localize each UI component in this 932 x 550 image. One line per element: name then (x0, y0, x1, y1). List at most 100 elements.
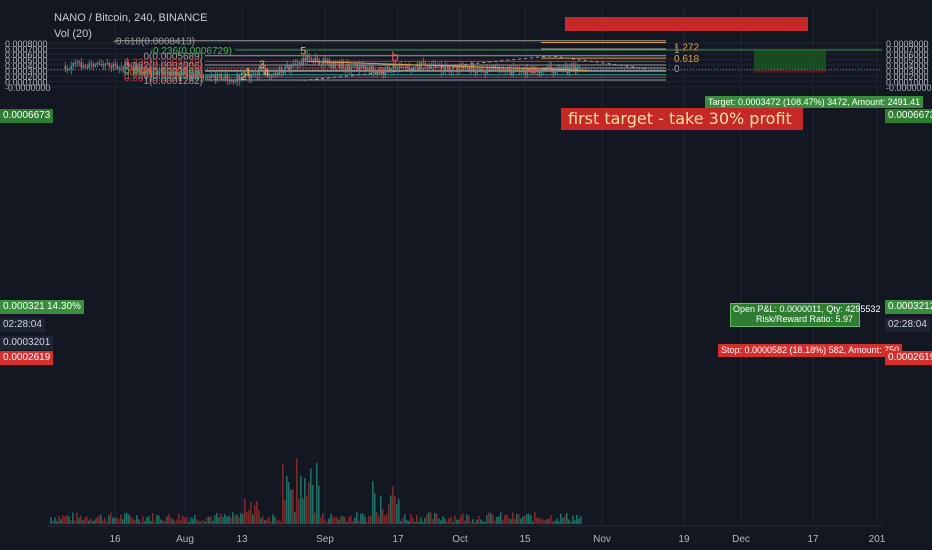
volume-bar (220, 513, 222, 524)
candle-body (166, 71, 169, 74)
candle-body (196, 74, 199, 79)
volume-bar (288, 482, 290, 524)
volume-bar (214, 515, 216, 524)
volume-bar (372, 481, 374, 524)
volume-bar (148, 516, 150, 524)
candle-body (264, 68, 267, 75)
volume-bar (196, 519, 198, 524)
candle-body (214, 75, 217, 80)
candle-body (156, 69, 159, 76)
volume-bar (334, 517, 336, 524)
candle-body (450, 69, 453, 72)
price-axis-label-left: 0.0001000 (5, 78, 48, 88)
candle-body (546, 67, 549, 70)
candle-body (182, 71, 185, 75)
symbol-title[interactable]: NANO / Bitcoin, 240, BINANCE (54, 12, 208, 24)
price-axis-label-left: 0.0008000 (5, 39, 48, 49)
volume-bar (250, 502, 252, 524)
volume-bar (178, 514, 180, 524)
position-profit-zone[interactable] (754, 50, 826, 70)
volume-bar (226, 516, 228, 524)
candle-body (364, 65, 367, 70)
candle-body (194, 72, 197, 79)
candle-body (184, 71, 187, 73)
candle-body (558, 67, 561, 69)
volume-bar (382, 508, 384, 524)
volume-bar (188, 521, 190, 524)
first-target-annotation[interactable] (561, 108, 803, 130)
candle-body (148, 69, 151, 72)
volume-bar (184, 517, 186, 524)
volume-bar (198, 521, 200, 524)
candle-body (538, 70, 541, 74)
volume-bar (152, 513, 154, 524)
volume-bar (104, 517, 106, 524)
candle-body (146, 69, 149, 74)
candle-body (122, 67, 125, 70)
candle-body (578, 66, 581, 68)
candle-body (312, 59, 315, 62)
candle-body (504, 69, 507, 71)
volume-indicator-label[interactable]: Vol (20) (54, 28, 92, 40)
volume-bar (560, 513, 562, 524)
volume-bar (360, 513, 362, 524)
volume-bar (540, 518, 542, 524)
candle-body (400, 65, 403, 68)
volume-bar (302, 498, 304, 524)
position-loss-zone[interactable] (754, 69, 826, 73)
volume-bar (564, 515, 566, 524)
volume-bar (166, 516, 168, 524)
drawing-tools[interactable] (303, 55, 648, 81)
volume-bar (98, 515, 100, 524)
volume-bar (100, 514, 102, 524)
candle-body (366, 67, 369, 70)
candle-body (252, 74, 255, 76)
volume-bar (324, 519, 326, 524)
volume-bar (122, 519, 124, 524)
volume-bar (76, 512, 78, 524)
volume-bar (94, 519, 96, 524)
volume-bar (404, 514, 406, 524)
volume-bar (202, 520, 204, 524)
fib-level-label: 0.65(0.0002825) (130, 67, 203, 78)
volume-bar (118, 519, 120, 524)
candle-body (198, 71, 201, 75)
volume-bar (56, 521, 58, 524)
volume-bar (54, 517, 56, 524)
volume-bar (568, 519, 570, 524)
volume-bar (114, 517, 116, 524)
volume-bar (142, 516, 144, 524)
volume-bar (440, 520, 442, 524)
volume-bar (436, 513, 438, 524)
volume-bar (396, 503, 398, 524)
volume-bar (354, 517, 356, 524)
candle-body (152, 68, 155, 76)
fib-top-label: -0.618(0.0008413) (113, 37, 195, 48)
volume-bar (556, 518, 558, 524)
volume-bar (422, 521, 424, 524)
volume-bar (112, 517, 114, 524)
candle-body (288, 65, 291, 72)
candle-body (392, 64, 395, 70)
volume-bar (534, 512, 536, 524)
candle-body (102, 64, 105, 66)
candle-body (452, 66, 455, 72)
candle-body (266, 74, 269, 76)
candle-body (218, 74, 221, 76)
volume-bar (374, 493, 376, 524)
volume-bar (384, 515, 386, 524)
projection-path[interactable] (303, 55, 648, 81)
wave-label-c: c (529, 61, 536, 76)
volume-bar (286, 475, 288, 524)
volume-bar (480, 519, 482, 524)
volume-bar (500, 512, 502, 524)
candle-body (292, 63, 295, 65)
stop-label: Stop: 0.0000582 (18.18%) 582, Amount: 75… (718, 344, 903, 357)
volume-bar (120, 514, 122, 524)
price-axis-label-left: 0.0004000 (5, 61, 48, 71)
time-axis-label: 201 (869, 534, 886, 545)
candle-body (572, 65, 575, 67)
candle-body (258, 67, 261, 76)
volume-bar (388, 504, 390, 524)
